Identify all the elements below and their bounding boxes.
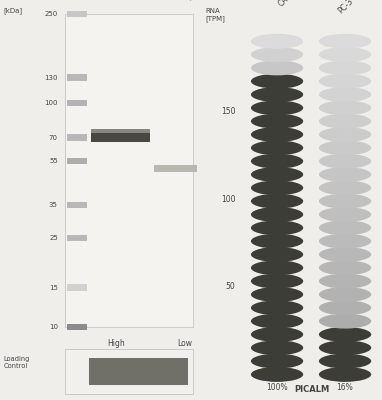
Text: High: High: [108, 338, 125, 348]
Ellipse shape: [251, 207, 303, 222]
Ellipse shape: [251, 327, 303, 342]
FancyBboxPatch shape: [65, 14, 193, 327]
Ellipse shape: [319, 354, 371, 368]
FancyBboxPatch shape: [91, 129, 150, 133]
FancyBboxPatch shape: [67, 158, 87, 164]
Ellipse shape: [319, 167, 371, 182]
Ellipse shape: [319, 100, 371, 115]
Ellipse shape: [319, 220, 371, 235]
Ellipse shape: [319, 300, 371, 315]
Ellipse shape: [319, 180, 371, 195]
FancyBboxPatch shape: [67, 134, 87, 141]
Text: PC-3: PC-3: [336, 0, 355, 16]
Ellipse shape: [319, 74, 371, 89]
Text: PICALM: PICALM: [294, 385, 330, 394]
Ellipse shape: [251, 234, 303, 249]
FancyBboxPatch shape: [91, 134, 150, 142]
FancyBboxPatch shape: [67, 10, 87, 17]
Ellipse shape: [251, 100, 303, 115]
Text: 35: 35: [49, 202, 58, 208]
Ellipse shape: [251, 194, 303, 209]
Ellipse shape: [251, 274, 303, 288]
Ellipse shape: [251, 340, 303, 355]
Ellipse shape: [319, 260, 371, 275]
Text: 100: 100: [221, 194, 235, 204]
FancyBboxPatch shape: [67, 324, 87, 330]
Text: RNA
[TPM]: RNA [TPM]: [206, 8, 225, 22]
Ellipse shape: [319, 140, 371, 155]
Ellipse shape: [251, 287, 303, 302]
Ellipse shape: [251, 247, 303, 262]
Text: 250: 250: [45, 11, 58, 17]
Ellipse shape: [251, 367, 303, 382]
Ellipse shape: [251, 167, 303, 182]
Ellipse shape: [251, 34, 303, 49]
Ellipse shape: [319, 314, 371, 328]
Ellipse shape: [251, 114, 303, 129]
Text: Low: Low: [178, 338, 193, 348]
Text: 10: 10: [49, 324, 58, 330]
Text: CACO-2: CACO-2: [120, 0, 146, 2]
Ellipse shape: [251, 74, 303, 89]
Text: Loading
Control: Loading Control: [4, 356, 30, 369]
FancyBboxPatch shape: [67, 74, 87, 81]
Text: PC-3: PC-3: [185, 0, 204, 2]
Text: 15: 15: [49, 284, 58, 290]
Ellipse shape: [251, 260, 303, 275]
Ellipse shape: [319, 340, 371, 355]
Ellipse shape: [251, 220, 303, 235]
Ellipse shape: [319, 194, 371, 209]
Text: CACO-2: CACO-2: [277, 0, 304, 8]
Ellipse shape: [251, 354, 303, 368]
Text: 16%: 16%: [337, 383, 353, 392]
FancyBboxPatch shape: [67, 202, 87, 208]
Text: 130: 130: [44, 74, 58, 80]
Text: 50: 50: [225, 282, 235, 291]
Ellipse shape: [319, 207, 371, 222]
Ellipse shape: [251, 300, 303, 315]
FancyBboxPatch shape: [67, 284, 87, 291]
Ellipse shape: [251, 180, 303, 195]
Ellipse shape: [251, 60, 303, 75]
Text: 100: 100: [44, 100, 58, 106]
FancyBboxPatch shape: [65, 349, 193, 394]
Ellipse shape: [319, 154, 371, 169]
Text: [kDa]: [kDa]: [4, 7, 23, 14]
Ellipse shape: [251, 154, 303, 169]
Text: 70: 70: [49, 135, 58, 141]
Ellipse shape: [251, 87, 303, 102]
FancyBboxPatch shape: [89, 358, 188, 385]
Ellipse shape: [319, 127, 371, 142]
FancyBboxPatch shape: [154, 165, 227, 172]
FancyBboxPatch shape: [67, 100, 87, 106]
FancyBboxPatch shape: [67, 235, 87, 241]
Ellipse shape: [251, 314, 303, 328]
Ellipse shape: [319, 247, 371, 262]
Ellipse shape: [319, 367, 371, 382]
Ellipse shape: [319, 274, 371, 288]
Text: 100%: 100%: [266, 383, 288, 392]
Ellipse shape: [251, 140, 303, 155]
Ellipse shape: [319, 327, 371, 342]
Ellipse shape: [319, 234, 371, 249]
Ellipse shape: [319, 87, 371, 102]
Text: 55: 55: [49, 158, 58, 164]
Ellipse shape: [319, 34, 371, 49]
Ellipse shape: [319, 114, 371, 129]
Text: 150: 150: [221, 107, 235, 116]
Ellipse shape: [319, 287, 371, 302]
Ellipse shape: [319, 60, 371, 75]
Ellipse shape: [251, 127, 303, 142]
Ellipse shape: [319, 47, 371, 62]
Ellipse shape: [251, 47, 303, 62]
Text: 25: 25: [49, 235, 58, 241]
